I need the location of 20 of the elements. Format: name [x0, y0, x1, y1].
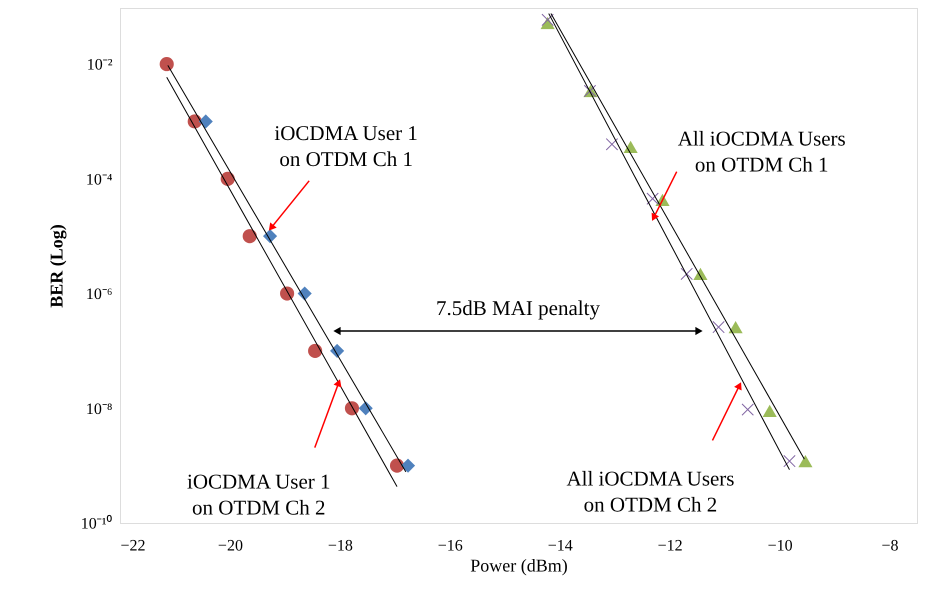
- x-tick-label: −14: [548, 538, 573, 554]
- x-tick-label: −12: [658, 538, 683, 554]
- x-tick-label: −8: [882, 538, 899, 554]
- y-axis-title: BER (Log): [46, 224, 67, 308]
- annotation: iOCDMA User 1 on OTDM Ch 1: [274, 120, 418, 171]
- x-tick-label: −22: [120, 538, 146, 554]
- x-tick-label: −18: [328, 538, 353, 554]
- x-axis-title: Power (dBm): [470, 556, 568, 576]
- y-tick-label: 10⁻⁴: [86, 171, 113, 188]
- y-tick-label: 10⁻²: [86, 56, 113, 74]
- y-tick-label: 10⁻⁶: [86, 286, 112, 304]
- annotation: 7.5dB MAI penalty: [436, 296, 600, 320]
- annotation: All iOCDMA Users on OTDM Ch 1: [678, 126, 846, 177]
- annotation: All iOCDMA Users on OTDM Ch 2: [566, 466, 734, 516]
- x-tick-label: −16: [438, 538, 463, 554]
- annotation: iOCDMA User 1 on OTDM Ch 2: [187, 470, 331, 520]
- x-tick-label: −10: [768, 538, 793, 554]
- y-tick-label: 10⁻¹⁰: [80, 514, 112, 532]
- x-tick-label: −20: [218, 538, 243, 554]
- y-tick-label: 10⁻⁸: [86, 400, 112, 418]
